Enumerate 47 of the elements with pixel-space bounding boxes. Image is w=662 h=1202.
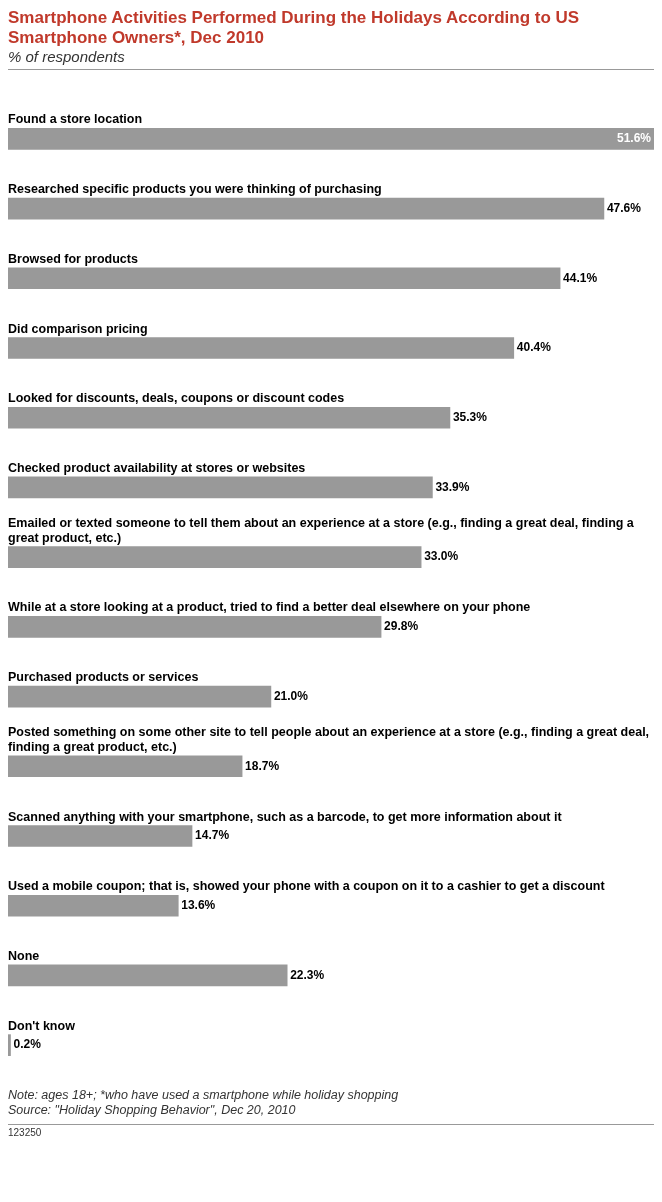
data-label: 51.6% bbox=[616, 131, 652, 146]
data-label: 35.3% bbox=[452, 410, 488, 425]
source-note: Source: "Holiday Shopping Behavior", Dec 20, 2010 bbox=[8, 1103, 297, 1118]
bar bbox=[8, 825, 193, 847]
data-label: 13.6% bbox=[181, 898, 216, 913]
bar bbox=[8, 616, 382, 638]
y-tick-label: Looked for discounts, deals, coupons or discount codes bbox=[8, 391, 345, 406]
bar bbox=[8, 1034, 11, 1056]
bar bbox=[8, 337, 515, 359]
y-tick-label: Browsed for products bbox=[8, 251, 138, 266]
data-label: 21.0% bbox=[273, 688, 309, 703]
data-label: 14.7% bbox=[195, 828, 230, 843]
chart-title: Smartphone Activities Performed During the Holidays According to US Smartphone Owners*, Dec 2010 bbox=[8, 8, 581, 48]
y-tick-label: Posted something on some other site to tell people about an experience at a store (e.g., finding a great deal, finding a great product, etc.) bbox=[8, 724, 650, 754]
data-label: 40.4% bbox=[516, 340, 552, 355]
bar bbox=[8, 546, 422, 568]
y-tick-label: Did comparison pricing bbox=[8, 321, 148, 336]
bar bbox=[8, 267, 561, 290]
y-tick-label: Checked product availability at stores or websites bbox=[8, 460, 306, 475]
chart-subtitle: % of respondents bbox=[8, 48, 126, 65]
data-label: 18.7% bbox=[245, 758, 280, 773]
bar bbox=[8, 685, 272, 708]
y-tick-label: Researched specific products you were thinking of purchasing bbox=[8, 182, 382, 197]
data-label: 44.1% bbox=[563, 270, 598, 285]
y-tick-label: None bbox=[8, 948, 40, 963]
data-label: 0.2% bbox=[13, 1037, 42, 1052]
data-label: 33.9% bbox=[435, 479, 470, 494]
y-tick-label: Used a mobile coupon; that is, showed your phone with a coupon on it to a cashier to get a discount bbox=[8, 879, 606, 894]
y-tick-label: Emailed or texted someone to tell them about an experience at a store (e.g., finding a great deal, finding a great product, etc.) bbox=[8, 515, 635, 545]
y-tick-label: Scanned anything with your smartphone, such as a barcode, to get more information about it bbox=[8, 809, 563, 824]
text: 123250 bbox=[8, 1124, 654, 1138]
data-label: 33.0% bbox=[424, 549, 459, 564]
y-tick-label: While at a store looking at a product, tried to find a better deal elsewhere on your phone bbox=[8, 600, 531, 615]
bar bbox=[8, 894, 179, 917]
y-tick-label: Found a store location bbox=[8, 112, 143, 127]
text: Note: ages 18+; *who have used a smartphone while holiday shopping bbox=[8, 1088, 400, 1103]
bar bbox=[8, 476, 433, 499]
bar bbox=[8, 197, 605, 220]
bar bbox=[8, 964, 288, 987]
y-tick-label: Don't know bbox=[8, 1018, 76, 1033]
y-tick-label: Purchased products or services bbox=[8, 670, 199, 685]
bar bbox=[8, 406, 451, 429]
data-label: 22.3% bbox=[290, 967, 325, 982]
bar bbox=[8, 128, 654, 150]
data-label: 29.8% bbox=[384, 619, 419, 634]
bar bbox=[8, 755, 243, 778]
data-label: 47.6% bbox=[606, 200, 642, 215]
